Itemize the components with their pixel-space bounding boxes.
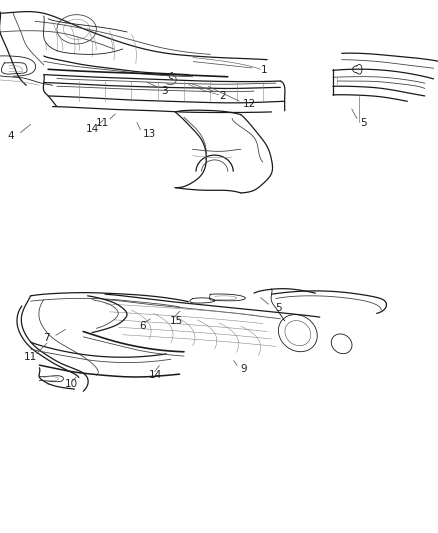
Text: 14: 14 [86,124,99,134]
Text: 1: 1 [261,66,267,75]
Text: 2: 2 [219,91,226,101]
Text: 4: 4 [8,131,14,141]
Text: 15: 15 [170,316,183,326]
Text: 3: 3 [161,86,168,95]
Text: 14: 14 [149,370,162,380]
Text: 11: 11 [24,352,37,362]
Text: 11: 11 [95,118,109,127]
Text: 5: 5 [360,118,367,127]
Text: 5: 5 [275,303,282,312]
Text: 7: 7 [43,334,49,343]
Text: 12: 12 [243,99,256,109]
Text: 10: 10 [65,379,78,389]
Text: 9: 9 [240,365,247,374]
Text: 6: 6 [139,321,146,331]
Text: 13: 13 [143,130,156,139]
